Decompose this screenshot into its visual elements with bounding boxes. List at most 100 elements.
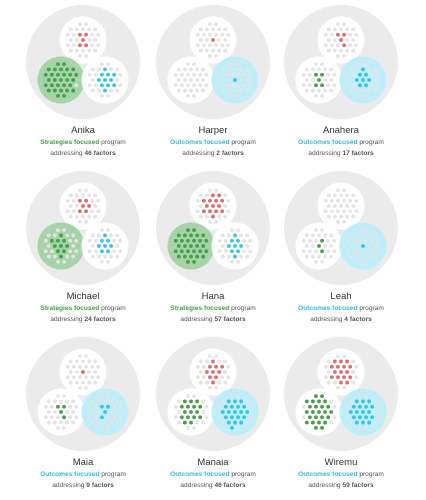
factors-line: addressing 46 factors	[148, 482, 278, 489]
empty-dot	[112, 249, 117, 254]
empty-dot	[323, 43, 328, 48]
empty-dot	[97, 233, 101, 238]
red-dot	[205, 370, 209, 374]
empty-dot	[329, 198, 334, 203]
empty-dot	[329, 67, 334, 72]
empty-dot	[106, 259, 110, 264]
green-dot	[186, 415, 190, 420]
green-dot	[53, 78, 57, 82]
empty-dot	[81, 359, 85, 364]
factor-count: 24	[84, 316, 92, 323]
program-word: program	[101, 139, 126, 146]
empty-dot	[358, 259, 362, 264]
empty-dot	[351, 249, 356, 254]
empty-dot	[239, 254, 243, 259]
empty-dot	[97, 254, 101, 259]
empty-dot	[56, 425, 60, 430]
focus-line: Outcomes focused program	[276, 139, 406, 146]
empty-dot	[342, 209, 346, 214]
empty-dot	[214, 43, 218, 48]
empty-dot	[75, 27, 79, 32]
empty-dot	[65, 254, 69, 259]
empty-dot	[100, 93, 104, 98]
empty-dot	[106, 394, 110, 399]
empty-dot	[351, 214, 356, 219]
empty-dot	[65, 375, 70, 380]
empty-dot	[223, 370, 228, 374]
empty-dot	[220, 244, 225, 248]
cyan-dot	[239, 410, 243, 414]
empty-dot	[358, 238, 362, 243]
red-group	[317, 16, 365, 64]
empty-dot	[205, 214, 209, 219]
empty-dot	[332, 83, 337, 88]
green-dot	[317, 244, 321, 248]
empty-dot	[195, 67, 199, 72]
empty-dot	[345, 249, 350, 254]
empty-dot	[81, 380, 85, 385]
red-dot	[211, 38, 215, 42]
cyan-dot	[230, 404, 234, 409]
empty-dot	[198, 83, 203, 88]
cyan-dot	[367, 410, 371, 414]
person-name: Maia	[72, 457, 94, 468]
red-dot	[217, 193, 221, 198]
green-dot	[56, 83, 60, 88]
cyan-dot	[109, 78, 113, 82]
green-dot	[189, 244, 193, 248]
cyan-dot	[233, 244, 237, 248]
empty-dot	[326, 214, 331, 219]
empty-dot	[87, 193, 91, 198]
empty-dot	[304, 88, 309, 93]
cyan-group	[339, 56, 387, 104]
empty-dot	[323, 67, 327, 72]
empty-dot	[118, 83, 123, 88]
empty-dot	[68, 38, 73, 42]
empty-dot	[201, 67, 206, 72]
empty-dot	[49, 415, 54, 420]
empty-dot	[220, 375, 225, 380]
empty-dot	[311, 233, 315, 238]
cyan-dot	[103, 78, 107, 82]
empty-dot	[118, 72, 123, 77]
empty-dot	[329, 88, 334, 93]
factors-line: addressing 9 factors	[18, 482, 148, 489]
green-dot	[49, 83, 54, 88]
green-dot	[192, 238, 196, 243]
empty-dot	[227, 254, 231, 259]
cyan-dot	[106, 72, 110, 77]
empty-dot	[90, 78, 95, 82]
empty-dot	[109, 88, 113, 93]
empty-dot	[376, 238, 381, 243]
green-dot	[189, 399, 193, 404]
empty-dot	[233, 88, 237, 93]
empty-dot	[78, 364, 82, 369]
green-dot	[320, 394, 324, 399]
empty-dot	[179, 72, 184, 77]
empty-dot	[90, 364, 95, 369]
red-dot	[336, 364, 340, 369]
empty-dot	[329, 254, 334, 259]
empty-dot	[90, 375, 95, 380]
green-dot	[71, 88, 76, 93]
empty-dot	[84, 364, 88, 369]
empty-dot	[62, 394, 66, 399]
empty-dot	[74, 249, 79, 254]
focus-label: Outcomes focused	[298, 139, 358, 146]
green-dot	[179, 238, 184, 243]
empty-dot	[90, 254, 95, 259]
cyan-dot	[223, 404, 228, 409]
cyan-group	[211, 388, 259, 436]
cyan-dot	[351, 415, 356, 420]
empty-dot	[71, 198, 76, 203]
empty-dot	[93, 38, 98, 42]
factors-word: factors	[351, 482, 374, 489]
empty-dot	[84, 219, 88, 224]
empty-dot	[87, 48, 91, 53]
empty-dot	[320, 93, 324, 98]
empty-dot	[311, 67, 315, 72]
green-group	[167, 388, 215, 436]
empty-dot	[90, 209, 95, 214]
green-dot	[195, 410, 199, 414]
empty-dot	[87, 214, 91, 219]
